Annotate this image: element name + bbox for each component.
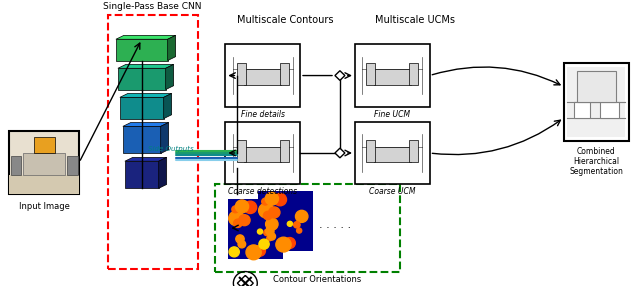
Circle shape xyxy=(269,207,280,218)
Bar xyxy=(374,69,411,85)
Bar xyxy=(366,63,375,85)
Bar xyxy=(355,122,429,184)
Polygon shape xyxy=(166,65,173,90)
Text: Side Outputs: Side Outputs xyxy=(148,145,193,152)
Circle shape xyxy=(259,203,274,218)
Circle shape xyxy=(268,233,275,240)
Polygon shape xyxy=(125,161,159,188)
Bar xyxy=(244,147,282,162)
Polygon shape xyxy=(159,157,166,188)
Bar xyxy=(23,153,65,175)
Bar xyxy=(11,156,21,175)
Circle shape xyxy=(284,238,295,249)
Bar xyxy=(10,175,79,194)
Circle shape xyxy=(238,240,246,248)
Circle shape xyxy=(264,211,272,220)
Bar xyxy=(564,63,628,141)
Polygon shape xyxy=(164,94,172,119)
Polygon shape xyxy=(168,35,175,60)
Polygon shape xyxy=(125,157,166,161)
Circle shape xyxy=(236,200,248,213)
Circle shape xyxy=(276,237,291,252)
Bar xyxy=(244,69,282,85)
Bar xyxy=(355,44,429,107)
Text: Fine UCM: Fine UCM xyxy=(374,110,410,119)
Bar xyxy=(600,102,619,118)
Polygon shape xyxy=(120,94,172,97)
Bar xyxy=(225,44,300,107)
Bar xyxy=(237,63,246,85)
Bar xyxy=(577,71,616,102)
Text: Multiscale UCMs: Multiscale UCMs xyxy=(374,15,454,25)
Bar xyxy=(567,67,625,137)
Text: Combined
Hierarchical
Segmentation: Combined Hierarchical Segmentation xyxy=(570,147,623,177)
Bar xyxy=(374,147,411,162)
Circle shape xyxy=(266,227,274,235)
Bar xyxy=(573,102,590,118)
Polygon shape xyxy=(335,148,345,158)
Polygon shape xyxy=(120,97,164,119)
Circle shape xyxy=(232,206,239,213)
Circle shape xyxy=(262,198,269,205)
Bar xyxy=(237,141,246,162)
Bar xyxy=(216,184,399,272)
Circle shape xyxy=(265,192,278,205)
Circle shape xyxy=(296,228,301,233)
Circle shape xyxy=(257,229,262,234)
Circle shape xyxy=(287,221,292,226)
Bar xyxy=(10,131,79,194)
Polygon shape xyxy=(118,65,173,68)
Polygon shape xyxy=(116,35,175,39)
Polygon shape xyxy=(116,39,168,60)
Polygon shape xyxy=(123,122,169,126)
Polygon shape xyxy=(118,68,166,90)
Polygon shape xyxy=(335,71,345,80)
Circle shape xyxy=(266,218,278,230)
Bar xyxy=(108,15,198,269)
Text: Fine details: Fine details xyxy=(241,110,285,119)
Circle shape xyxy=(267,236,272,241)
Bar xyxy=(410,63,419,85)
Text: Coarse detections: Coarse detections xyxy=(228,187,298,196)
Bar xyxy=(280,141,289,162)
Bar xyxy=(228,199,283,259)
Circle shape xyxy=(294,222,300,228)
Circle shape xyxy=(259,239,269,249)
Bar xyxy=(259,191,313,251)
Text: Single-Pass Base CNN: Single-Pass Base CNN xyxy=(104,2,202,11)
Bar xyxy=(410,141,419,162)
Text: Multiscale Contours: Multiscale Contours xyxy=(237,15,333,25)
Bar xyxy=(225,122,300,184)
Circle shape xyxy=(274,194,287,206)
Bar xyxy=(34,137,54,153)
Polygon shape xyxy=(123,126,161,154)
Text: Contour Orientations: Contour Orientations xyxy=(273,275,362,285)
Bar xyxy=(280,63,289,85)
Polygon shape xyxy=(161,122,169,154)
Text: Input Image: Input Image xyxy=(19,202,70,211)
Circle shape xyxy=(244,201,257,213)
Circle shape xyxy=(236,235,244,243)
Circle shape xyxy=(246,245,261,260)
Circle shape xyxy=(264,230,270,236)
Bar xyxy=(366,141,375,162)
Text: Coarse UCM: Coarse UCM xyxy=(369,187,415,196)
Circle shape xyxy=(234,219,242,228)
Bar xyxy=(67,156,77,175)
Text: · · · · ·: · · · · · xyxy=(319,223,351,233)
Circle shape xyxy=(228,211,244,226)
Circle shape xyxy=(239,215,250,226)
Circle shape xyxy=(254,245,266,256)
Circle shape xyxy=(229,247,239,257)
Circle shape xyxy=(296,210,308,222)
